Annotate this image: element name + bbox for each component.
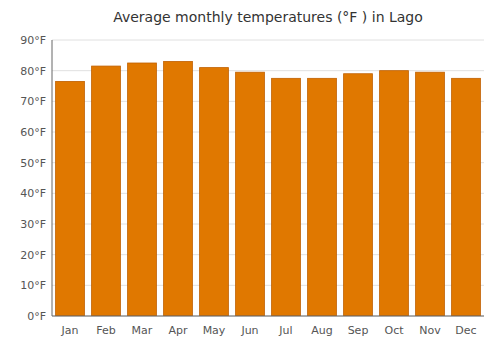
x-tick-label: Jul [278,324,292,337]
x-tick-label: Sep [348,324,369,337]
y-axis-line [52,40,53,316]
bar [164,61,193,316]
bar [92,66,121,316]
y-tick-label: 0°F [27,310,46,323]
x-tick-label: Mar [132,324,153,337]
x-tick-label: Jun [240,324,258,337]
bar [272,78,301,316]
y-tick-label: 30°F [20,218,46,231]
bar [128,63,157,316]
bar [200,68,229,316]
bar [344,74,373,316]
x-tick-label: Oct [384,324,404,337]
bar [308,78,337,316]
x-tick-label: Dec [455,324,476,337]
y-tick-label: 20°F [20,249,46,262]
bar [416,72,445,316]
x-tick-label: Apr [168,324,188,337]
chart: Average monthly temperatures (°F ) in La… [0,0,500,350]
x-tick-label: Aug [311,324,332,337]
y-tick-label: 10°F [20,279,46,292]
grid [52,40,484,316]
bars [56,61,481,316]
x-tick-label: Feb [96,324,115,337]
y-tick-label: 80°F [20,65,46,78]
y-tick-label: 90°F [20,34,46,47]
y-tick-label: 60°F [20,126,46,139]
title: Average monthly temperatures (°F ) in La… [113,9,423,25]
bar [56,81,85,316]
x-axis-line [52,316,484,317]
y-tick-label: 40°F [20,187,46,200]
grid-line [52,40,484,41]
y-tick-label: 50°F [20,157,46,170]
y-tick-label: 70°F [20,95,46,108]
grid-line [52,316,484,317]
x-tick-label: May [203,324,226,337]
chart-container: Average monthly temperatures (°F ) in La… [0,0,500,350]
bar [380,71,409,316]
x-tick-label: Nov [419,324,441,337]
bar [452,78,481,316]
bar [236,72,265,316]
x-tick-label: Jan [61,324,79,337]
